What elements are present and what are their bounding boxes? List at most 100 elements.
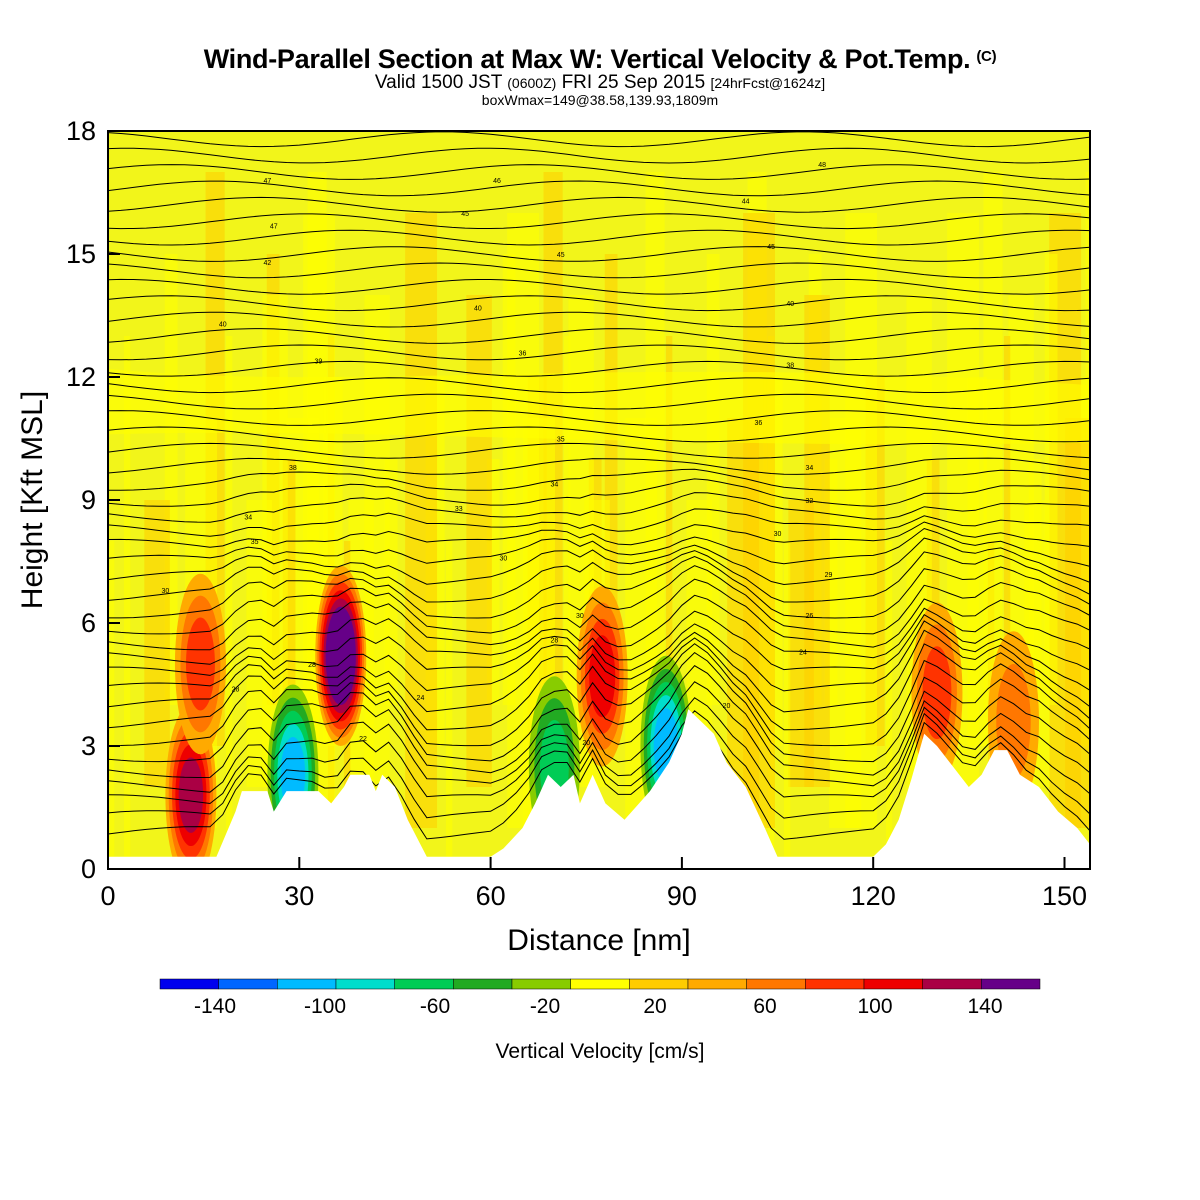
isentrope-line: [108, 629, 1090, 713]
isentrope-label: 33: [455, 506, 463, 513]
x-tick-label: 90: [667, 881, 697, 911]
isentrope-label: 28: [308, 662, 316, 669]
colorbar-tick-label: -100: [304, 995, 346, 1018]
isentrope-label: 20: [582, 740, 590, 747]
velocity-streak: [1065, 418, 1090, 828]
isentrope-line: [108, 262, 1090, 279]
isentrope-label: 22: [359, 736, 367, 743]
isentrope-line: [108, 410, 1090, 426]
colorbar-swatch: [687, 978, 747, 990]
isentrope-line: [108, 643, 1090, 747]
y-tick-label: 9: [81, 485, 96, 515]
isentrope-line: [108, 468, 1090, 491]
isentrope-label: 30: [576, 613, 584, 620]
isentrope-label: 38: [289, 465, 297, 472]
isentrope-label: 38: [786, 363, 794, 370]
isentrope-line: [108, 620, 1090, 692]
valid-time-utc: (0600Z): [507, 75, 557, 91]
updraft-core: [589, 635, 616, 718]
isentrope-line: [108, 651, 1090, 763]
isentrope-line: [108, 710, 1090, 819]
velocity-streak: [466, 295, 492, 787]
isentrope-label: 39: [315, 359, 323, 366]
isentrope-label: 40: [219, 322, 227, 329]
isentrope-label: 28: [232, 687, 240, 694]
box-wmax-info: boxWmax=149@38.58,139.93,1809m: [481, 92, 719, 108]
colorbar-swatch: [511, 978, 571, 990]
y-tick-label: 0: [81, 854, 96, 884]
isentrope-line: [108, 295, 1090, 312]
colorbar-tick-label: -140: [194, 995, 236, 1018]
updraft-core: [178, 757, 204, 833]
velocity-streak: [1003, 336, 1011, 869]
y-tick-label: 15: [66, 239, 96, 269]
x-tick-label: 30: [284, 881, 314, 911]
velocity-streak: [225, 336, 233, 869]
colorbar-swatch: [335, 978, 395, 990]
isentrope-label: 47: [264, 178, 272, 185]
x-axis: 0 30 60 90 120 150: [100, 857, 1087, 911]
colorbar-swatch: [159, 978, 219, 990]
valid-date: FRI 25 Sep 2015: [561, 72, 706, 93]
velocity-streak: [885, 541, 893, 869]
isentrope-line: [108, 311, 1090, 328]
isentrope-line: [108, 527, 1090, 567]
valid-time-line: Valid 1500 JST (0600Z) FRI 25 Sep 2015 […: [0, 72, 1200, 94]
colorbar-swatch: [981, 978, 1041, 990]
isentrope-label: 45: [767, 244, 775, 251]
isentrope-line: [108, 681, 1090, 793]
colorbar-tick-label: -60: [420, 995, 450, 1018]
colorbar: -140 -100 -60 -20 20 60 100 140: [159, 978, 1041, 1018]
isentrope-label: 45: [461, 211, 469, 218]
isentrope-label: 35: [251, 539, 259, 546]
isentrope-line: [108, 360, 1090, 377]
x-axis-title: Distance [nm]: [507, 924, 690, 957]
chart-title-text: Wind-Parallel Section at Max W: Vertical…: [203, 44, 971, 74]
velocity-streak: [783, 541, 791, 869]
velocity-streak: [405, 213, 438, 828]
isentrope-label: 34: [806, 465, 814, 472]
isentrope-label: 32: [806, 498, 814, 505]
isentrope-label: 40: [474, 305, 482, 312]
isentrope-line: [108, 393, 1090, 410]
isentrope-line: [108, 565, 1090, 635]
isentrope-label: 30: [499, 555, 507, 562]
isentrope-label: 46: [493, 178, 501, 185]
updraft-core: [329, 623, 352, 689]
isentrope-label: 42: [264, 260, 272, 267]
isentrope-lines: [108, 131, 1090, 840]
velocity-streak: [845, 213, 878, 828]
chart-title: Wind-Parallel Section at Max W: Vertical…: [0, 44, 1200, 75]
isentrope-line: [108, 492, 1090, 523]
isentrope-line: [108, 718, 1090, 840]
isentrope-line: [108, 229, 1090, 246]
isentrope-label: 44: [742, 199, 750, 206]
green-layer: [108, 368, 1090, 445]
isentrope-line: [108, 537, 1090, 586]
colorbar-tick-label: -20: [530, 995, 560, 1018]
x-tick-label: 60: [476, 881, 506, 911]
isentrope-line: [108, 457, 1090, 475]
colorbar-swatch: [746, 978, 806, 990]
y-axis: 0 3 6 9 12 15 18: [66, 116, 120, 884]
velocity-streak: [445, 541, 453, 869]
copyright-mark: (C): [976, 48, 997, 65]
y-tick-label: 3: [81, 731, 96, 761]
y-axis-title: Height [Kft MSL]: [16, 391, 49, 609]
colorbar-swatch: [570, 978, 630, 990]
colorbar-tick-label: 60: [753, 995, 776, 1018]
velocity-field: [108, 172, 1090, 869]
isentrope-line: [108, 610, 1090, 676]
isentrope-line: [108, 246, 1090, 262]
isentrope-line: [108, 508, 1090, 537]
velocity-streak: [502, 254, 516, 705]
colorbar-swatch: [863, 978, 923, 990]
isentrope-line: [108, 442, 1090, 459]
isentrope-label: 26: [806, 613, 814, 620]
isentrope-line: [108, 344, 1090, 361]
isentrope-line: [108, 196, 1090, 213]
updraft-core: [186, 617, 215, 711]
colorbar-tick-label: 100: [857, 995, 892, 1018]
isentrope-labels: 47 46 48 47 45 44 45 45 42 40 40 40 39 36 38 36 35 38 34 34…: [161, 162, 832, 747]
